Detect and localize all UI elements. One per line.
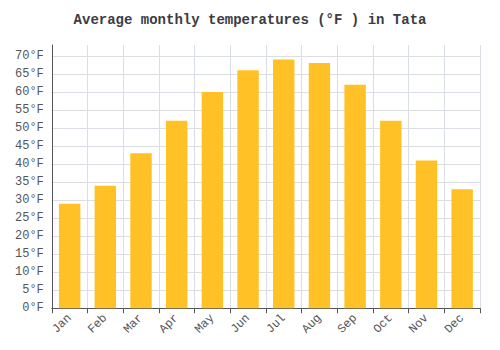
svg-text:15°F: 15°F — [15, 247, 44, 261]
svg-text:40°F: 40°F — [15, 157, 44, 171]
svg-text:25°F: 25°F — [15, 211, 44, 225]
svg-text:Mar: Mar — [121, 311, 146, 336]
svg-text:May: May — [192, 311, 217, 336]
svg-text:60°F: 60°F — [15, 85, 44, 99]
svg-text:Aug: Aug — [299, 311, 324, 336]
svg-text:Jan: Jan — [49, 311, 74, 336]
svg-text:35°F: 35°F — [15, 175, 44, 189]
svg-text:30°F: 30°F — [15, 193, 44, 207]
svg-text:Jul: Jul — [264, 311, 289, 336]
svg-text:50°F: 50°F — [15, 121, 44, 135]
svg-text:Average monthly temperatures (: Average monthly temperatures (°F ) in Ta… — [74, 12, 427, 28]
svg-text:20°F: 20°F — [15, 229, 44, 243]
svg-text:10°F: 10°F — [15, 265, 44, 279]
svg-text:55°F: 55°F — [15, 103, 44, 117]
svg-text:70°F: 70°F — [15, 49, 44, 63]
svg-text:Oct: Oct — [371, 311, 396, 336]
svg-text:65°F: 65°F — [15, 67, 44, 81]
svg-text:Nov: Nov — [406, 311, 431, 336]
svg-text:Apr: Apr — [156, 311, 181, 336]
svg-text:0°F: 0°F — [22, 301, 44, 315]
svg-text:Sep: Sep — [335, 311, 360, 336]
svg-text:Feb: Feb — [85, 311, 110, 336]
svg-text:Jun: Jun — [228, 311, 253, 336]
svg-text:5°F: 5°F — [22, 283, 44, 297]
svg-text:Dec: Dec — [442, 311, 467, 336]
svg-text:45°F: 45°F — [15, 139, 44, 153]
